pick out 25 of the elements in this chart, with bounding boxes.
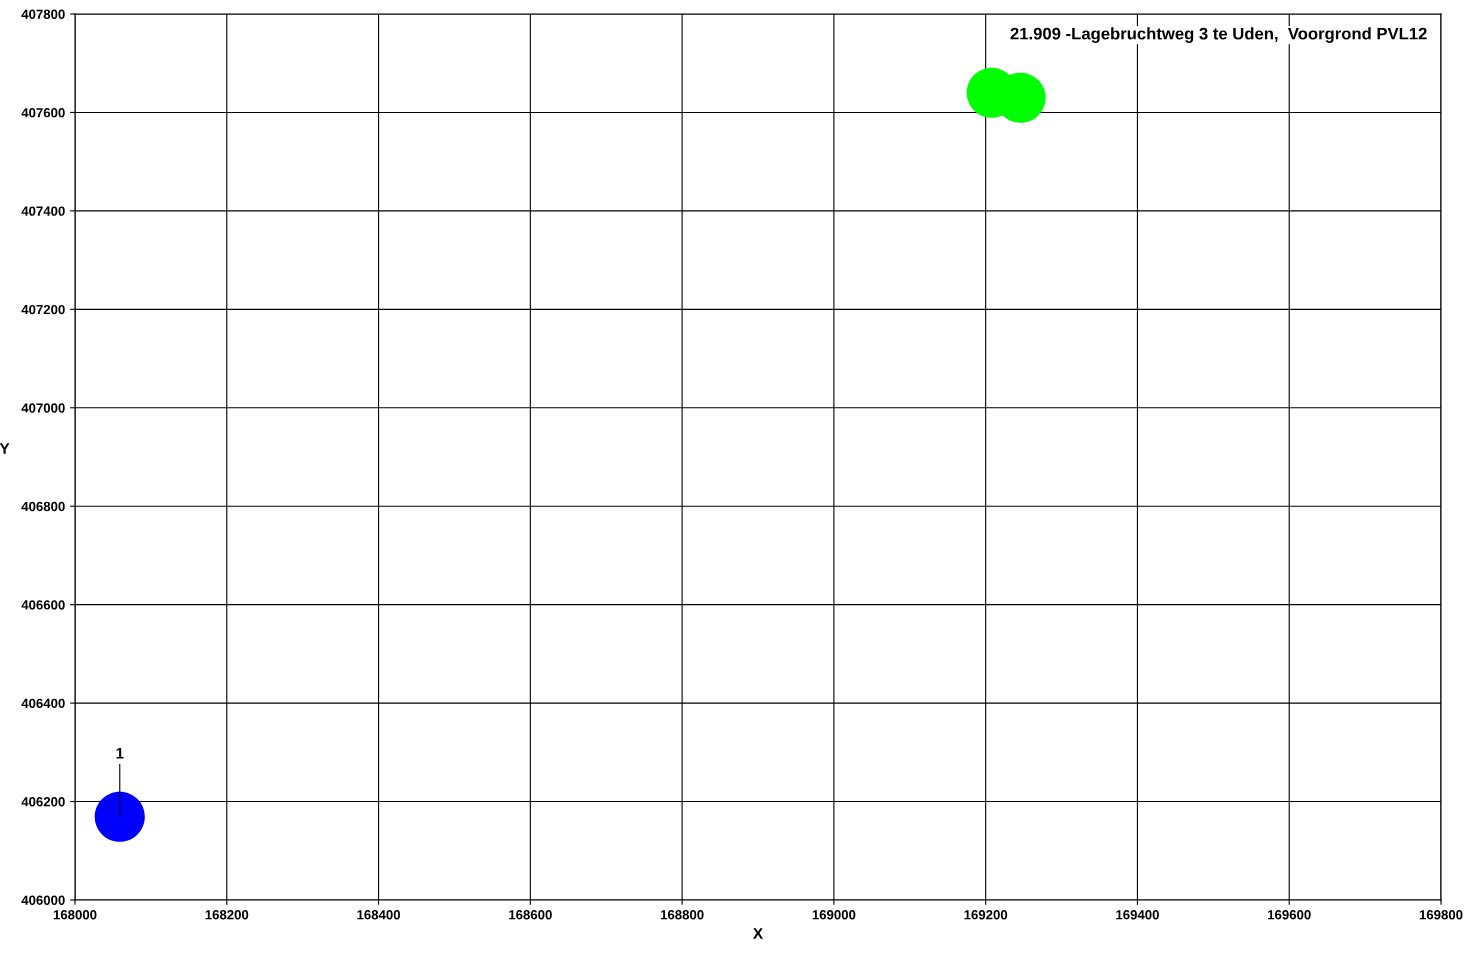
y-tick-label: 406200 (21, 797, 65, 807)
x-tick-label: 169000 (812, 910, 856, 920)
x-axis-title: X (753, 928, 763, 939)
x-tick-label: 169600 (1268, 910, 1311, 920)
y-tick-label: 407200 (21, 304, 65, 315)
x-tick-label: 168400 (357, 910, 401, 920)
y-tick-label: 407600 (21, 108, 65, 118)
y-axis-title: Y (0, 443, 10, 454)
annotation: 1 (116, 747, 124, 759)
x-tick-label: 168600 (509, 910, 552, 920)
y-tick-label: 406800 (21, 501, 65, 512)
y-tick-label: 407400 (21, 206, 65, 216)
point (94, 791, 145, 842)
text: 21.909 -Lagebruchtweg 3 te Uden, Voorgrond PVL12 (1010, 27, 1427, 43)
x-tick-label: 168200 (205, 910, 249, 920)
x-tick-label: 168800 (660, 910, 704, 920)
y-tick-label: 407000 (21, 403, 65, 413)
y-tick-label: 406600 (21, 600, 65, 610)
x-tick-label: 169400 (1116, 910, 1159, 920)
x-tick-label: 169200 (964, 910, 1008, 920)
y-tick-label: 406400 (21, 698, 65, 709)
x-tick-label: 169800 (1419, 910, 1463, 920)
y-tick-label: 406000 (21, 895, 65, 905)
x-tick-label: 168000 (53, 910, 97, 920)
y-tick-label: 407800 (21, 9, 65, 19)
